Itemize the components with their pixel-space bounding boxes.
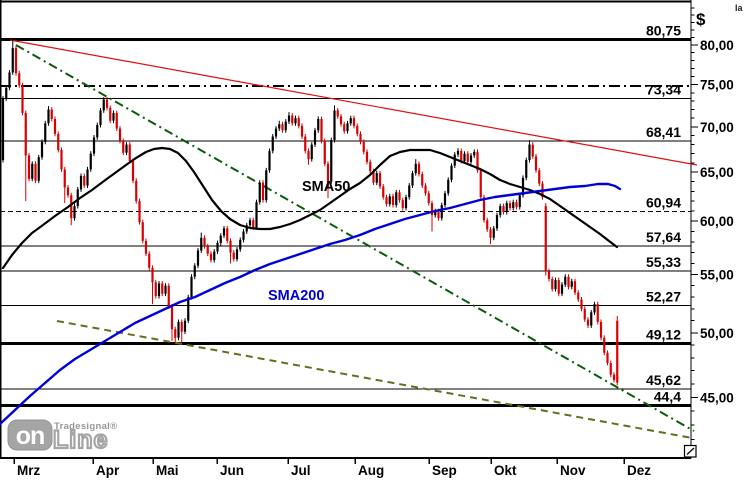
level-label-57,64: 57,64 xyxy=(646,229,681,245)
price-axis-label-50,00: 50,00 xyxy=(700,326,734,341)
level-label-55,33: 55,33 xyxy=(646,254,681,270)
month-label-Mai: Mai xyxy=(156,463,179,478)
sma200-label: SMA200 xyxy=(268,288,324,304)
price-axis-label-60,00: 60,00 xyxy=(700,214,734,229)
month-label-Apr: Apr xyxy=(96,463,120,478)
logo-on-box xyxy=(7,419,53,451)
month-label-Sep: Sep xyxy=(432,463,457,478)
logo-line-text: Line xyxy=(53,426,108,454)
level-lines-layer xyxy=(0,37,691,408)
resize-handle-icon[interactable] xyxy=(683,444,697,458)
price-axis-unit-label: $ xyxy=(696,10,706,29)
month-label-Jun: Jun xyxy=(220,463,244,478)
month-label-Nov: Nov xyxy=(560,463,586,478)
trend-line-downtrend-green[interactable] xyxy=(15,44,695,432)
month-label-Okt: Okt xyxy=(494,463,517,478)
price-axis-label-75,00: 75,00 xyxy=(700,78,734,93)
price-axis-label-45,00: 45,00 xyxy=(700,390,734,405)
level-labels-layer: 80,75 73,34 68,41 60,94 57,64 55,33 52,27 49,12… xyxy=(646,22,681,404)
level-label-80,75: 80,75 xyxy=(646,22,681,38)
month-label-Jul: Jul xyxy=(291,463,311,478)
logo-on-text: on xyxy=(16,422,45,450)
level-label-73,34: 73,34 xyxy=(646,81,681,97)
level-label-68,41: 68,41 xyxy=(646,124,681,140)
level-label-49,12: 49,12 xyxy=(646,327,681,343)
tradesignal-online-logo: Tradesignal® on Line xyxy=(7,419,117,455)
logo-brand-text: Tradesignal® xyxy=(54,421,117,432)
trend-line-downtrend-red[interactable] xyxy=(9,39,698,166)
chart-plot-area[interactable] xyxy=(0,0,691,458)
time-axis[interactable]: Mrz Apr Mai Jun Jul Aug Sep Okt Nov Dez xyxy=(13,458,651,478)
month-label-Dez: Dez xyxy=(627,463,651,478)
price-axis-label-80,00: 80,00 xyxy=(700,38,734,53)
sma50-line: SMA50 xyxy=(1,146,619,270)
level-label-52,27: 52,27 xyxy=(646,289,681,305)
price-axis-label-55,00: 55,00 xyxy=(700,267,734,282)
price-axis-label-70,00: 70,00 xyxy=(700,120,734,135)
candles-layer xyxy=(1,39,619,386)
month-label-Aug: Aug xyxy=(358,463,384,478)
price-axis-label-65,00: 65,00 xyxy=(700,165,734,180)
level-label-60,94: 60,94 xyxy=(646,195,681,211)
corner-watermark: la xyxy=(735,3,744,13)
level-label-45,62: 45,62 xyxy=(646,372,681,388)
sma200-line: SMA200 xyxy=(0,182,622,426)
month-label-Mrz: Mrz xyxy=(17,463,40,478)
sma50-label: SMA50 xyxy=(302,179,350,195)
level-label-44,4: 44,4 xyxy=(654,389,681,405)
price-axis[interactable]: 45,00 50,00 55,00 60,00 65,00 70,00 75,00 80,00 xyxy=(691,7,734,455)
